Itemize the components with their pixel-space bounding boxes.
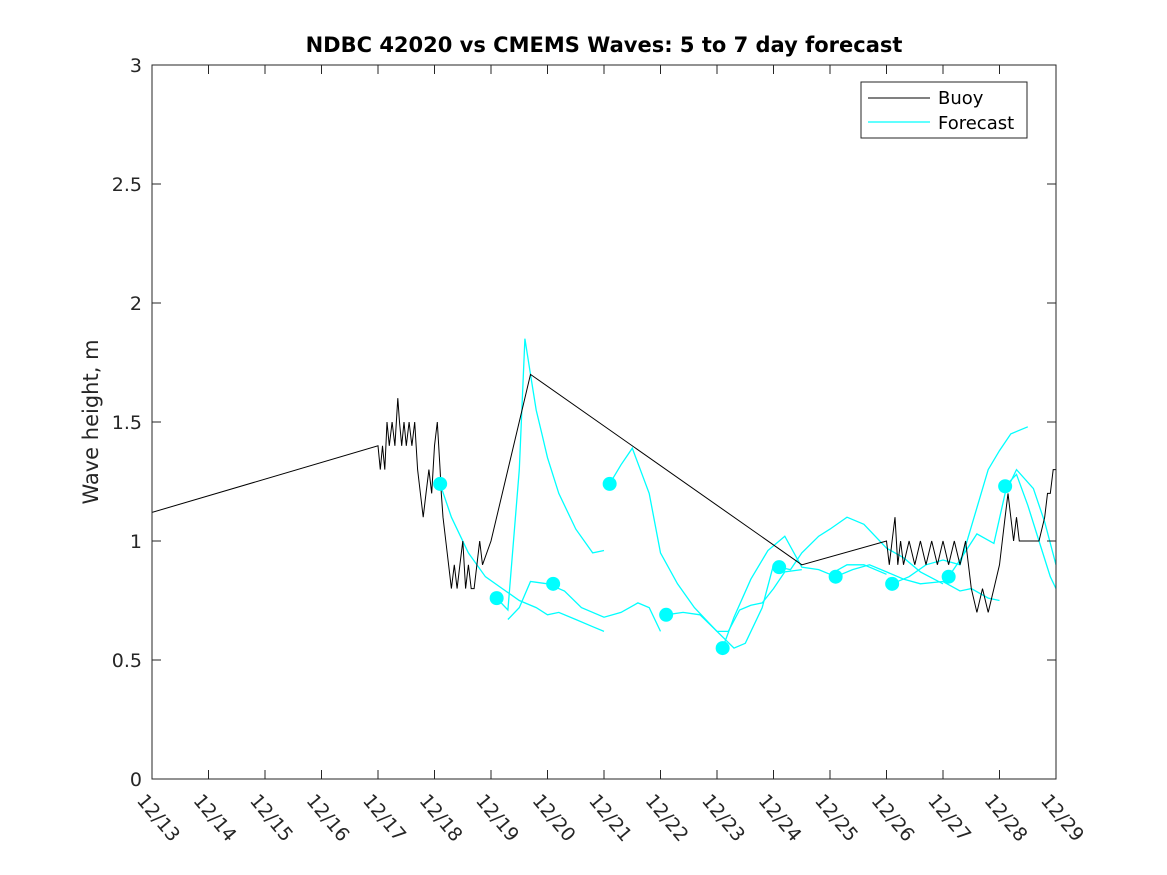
y-tick-label: 0 [130, 769, 142, 791]
forecast-marker [715, 641, 730, 656]
series-layer [152, 338, 1056, 649]
forecast-line [891, 426, 1029, 585]
forecast-line [609, 446, 775, 649]
legend-forecast-label: Forecast [938, 113, 1014, 134]
forecast-marker [433, 476, 448, 491]
y-axis-label: Wave height, m [79, 339, 103, 504]
forecast-line [496, 338, 605, 612]
forecast-marker [602, 476, 617, 491]
forecast-marker [489, 591, 504, 606]
legend: Buoy Forecast [860, 81, 1028, 139]
forecast-marker [828, 569, 843, 584]
forecast-line [778, 516, 944, 585]
y-tick-label: 3 [130, 55, 142, 77]
forecast-line [439, 483, 605, 633]
forecast-marker [659, 607, 674, 622]
legend-box [860, 81, 1028, 139]
forecast-marker [546, 576, 561, 591]
forecast-line [666, 568, 802, 633]
y-tick-label: 1 [130, 531, 142, 553]
forecast-line [948, 468, 1056, 578]
marker-layer [433, 476, 1013, 656]
y-tick-label: 2 [130, 293, 142, 315]
y-tick-label: 0.5 [112, 650, 142, 672]
forecast-marker [998, 479, 1013, 494]
y-tick-label: 1.5 [112, 412, 142, 434]
chart-title: NDBC 42020 vs CMEMS Waves: 5 to 7 day fo… [306, 33, 903, 57]
forecast-line [721, 535, 887, 649]
forecast-marker [941, 569, 956, 584]
forecast-line [835, 564, 1000, 602]
forecast-marker [885, 576, 900, 591]
plot-area [152, 65, 1056, 779]
legend-buoy-label: Buoy [938, 88, 984, 109]
y-tick-label: 2.5 [112, 174, 142, 196]
forecast-marker [772, 560, 787, 575]
forecast-line [1004, 473, 1056, 589]
forecast-line [507, 580, 662, 632]
buoy-line [152, 373, 1056, 613]
